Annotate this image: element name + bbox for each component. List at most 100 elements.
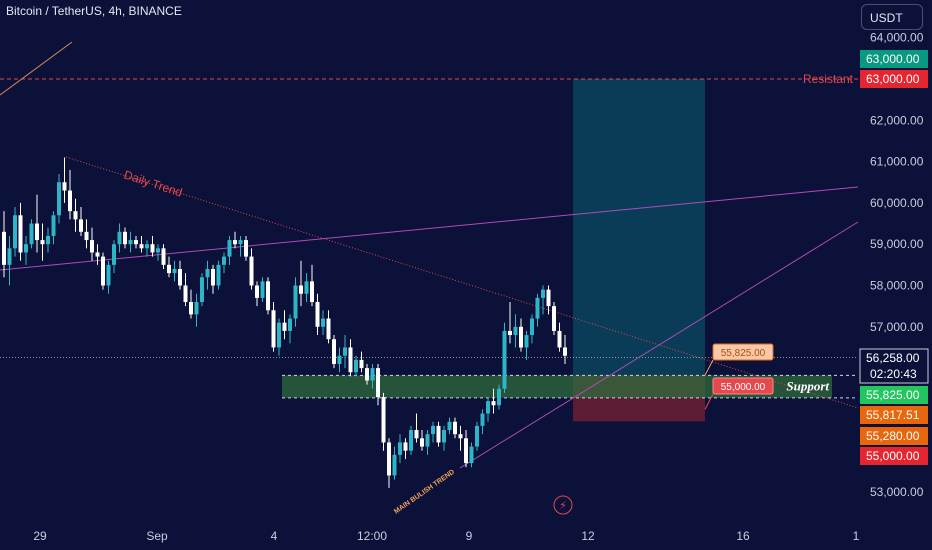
candle-body — [304, 281, 309, 294]
candle-body — [563, 347, 567, 356]
candle-body — [139, 244, 144, 249]
currency-selector-button[interactable]: USDT — [861, 4, 923, 30]
candle-body — [453, 421, 457, 435]
price-badge-text: 63,000.00 — [866, 52, 920, 66]
main-bullish-trend-line — [459, 221, 859, 469]
candle-body — [469, 446, 474, 464]
target-zone — [573, 79, 705, 376]
candle-body — [46, 235, 50, 245]
candle-body — [282, 322, 287, 331]
candle-body — [348, 347, 353, 373]
candle-body — [447, 421, 452, 431]
candle-body — [299, 285, 303, 294]
candle-body — [84, 231, 89, 241]
candle-body — [315, 302, 320, 327]
candle-body — [244, 240, 248, 257]
candle-body — [227, 240, 232, 257]
candle-body — [216, 264, 221, 286]
zone-layer — [282, 79, 858, 422]
candle-body — [134, 240, 138, 245]
candle-body — [502, 330, 507, 389]
candle-body — [106, 264, 111, 286]
candle-body — [73, 211, 78, 220]
price-badge: 55,817.51 — [860, 406, 928, 424]
candle-body — [557, 330, 562, 348]
candle-body — [431, 425, 435, 435]
candle-body — [376, 368, 380, 398]
candle-body — [255, 285, 259, 298]
candle-body — [497, 388, 501, 406]
candle-body — [7, 248, 12, 265]
candle-body — [288, 318, 292, 331]
candle-body — [18, 215, 23, 253]
price-badge-bg — [860, 50, 928, 68]
support-zone — [282, 375, 832, 398]
candle-body — [530, 318, 534, 336]
candle-body — [13, 215, 17, 249]
price-tick-label: 59,000.00 — [870, 237, 924, 251]
price-badge-bg — [860, 386, 928, 404]
candle-body — [293, 285, 298, 319]
candle-body — [260, 281, 265, 298]
candle-body — [425, 434, 430, 447]
daily-trend-line — [65, 156, 859, 409]
symbol-title: Bitcoin / TetherUS, 4h, BINANCE — [6, 4, 182, 18]
callout-pointer — [704, 359, 714, 376]
candle-body — [79, 219, 83, 232]
current-price-text: 56,258.00 — [866, 351, 920, 365]
candle-body — [189, 302, 193, 315]
candle-body — [35, 223, 39, 241]
axis-layer: 64,000.00 62,000.00 61,000.00 60,000.00 59,0… — [33, 31, 929, 543]
candle-body — [90, 240, 94, 253]
time-tick-label: 1 — [853, 529, 860, 543]
price-badge-bg — [860, 70, 928, 88]
callout-box — [712, 343, 774, 361]
countdown-text: 02:20:43 — [870, 367, 917, 381]
candle-body — [458, 434, 463, 439]
candle-body — [128, 240, 133, 245]
price-badge: 55,000.00 — [860, 447, 928, 465]
candle-body — [442, 430, 446, 443]
candle-body — [145, 244, 149, 249]
price-tick-label: 53,000.00 — [870, 485, 924, 499]
candle-body — [524, 335, 529, 348]
resistant-label: Resistant — [803, 72, 854, 86]
candle-body — [486, 401, 490, 414]
candle-body — [95, 252, 100, 257]
candle-body — [150, 244, 155, 253]
candle-body — [205, 268, 210, 278]
candle-body — [359, 359, 364, 369]
price-badge-text: 55,825.00 — [866, 388, 920, 402]
callout-box — [712, 377, 774, 395]
callout-text: 55,825.00 — [721, 348, 766, 359]
candle-body — [200, 277, 204, 303]
candle-body — [57, 182, 61, 216]
candle-body — [183, 285, 188, 303]
candle-body — [508, 330, 512, 336]
candle-body — [321, 318, 325, 327]
candle-body — [392, 454, 397, 476]
trend-channel-line — [0, 186, 859, 271]
candle-body — [475, 425, 479, 447]
candle-body — [123, 231, 127, 245]
time-tick-label: 9 — [466, 529, 473, 543]
price-badge-text: 55,817.51 — [866, 408, 920, 422]
time-tick-label: 12 — [581, 529, 595, 543]
callout-pointer — [704, 393, 714, 410]
callout-text: 55,000.00 — [721, 382, 766, 393]
candle-body — [326, 318, 331, 340]
support-label: Support — [786, 378, 829, 393]
candle-body — [310, 281, 314, 303]
upper-left-trend-line — [0, 41, 73, 96]
price-badge-text: 55,280.00 — [866, 429, 920, 443]
candle-body — [365, 368, 369, 381]
candle-body — [194, 302, 199, 315]
candle-body — [238, 240, 243, 245]
candle-body — [414, 430, 419, 439]
candle-body — [29, 223, 34, 245]
price-badge-bg — [860, 406, 928, 424]
candle-body — [101, 256, 105, 286]
